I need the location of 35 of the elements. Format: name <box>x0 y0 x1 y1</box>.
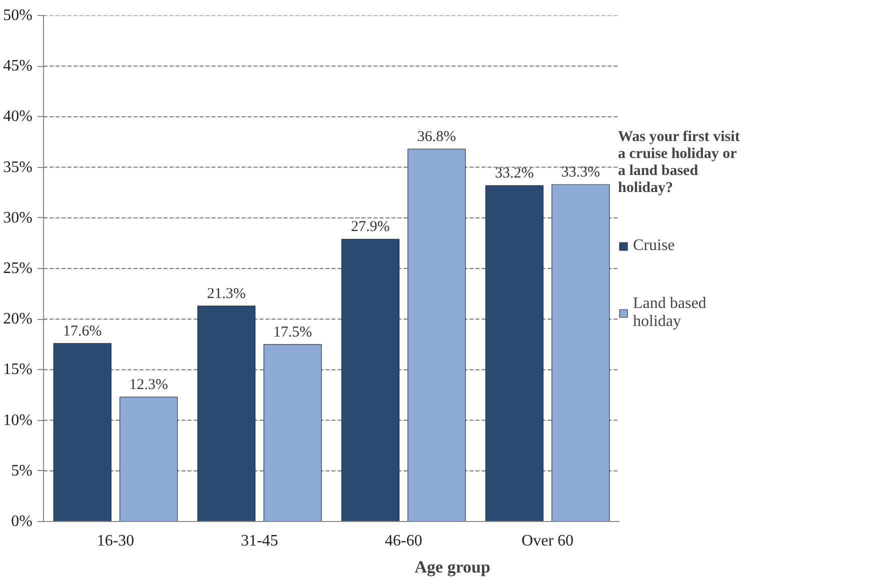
data-label: 33.2% <box>495 166 534 182</box>
y-tick-label: 35% <box>3 158 32 176</box>
data-label: 21.3% <box>207 286 246 302</box>
y-tick-label: 5% <box>11 462 32 480</box>
legend-label: Cruise <box>633 237 675 255</box>
legend-title: Was your first visit a cruise holiday or a land based holiday? <box>618 129 740 197</box>
x-axis-title: Age group <box>414 558 490 576</box>
y-tick-label: 50% <box>3 7 32 24</box>
data-label: 17.5% <box>273 324 312 340</box>
y-tick-label: 25% <box>3 260 32 277</box>
x-tick-label: 31-45 <box>240 532 278 550</box>
x-tick-label: 16-30 <box>96 532 134 550</box>
y-tick-label: 30% <box>3 209 32 226</box>
x-tick-label: Over 60 <box>522 532 574 550</box>
y-tick-label: 15% <box>3 361 32 378</box>
data-label: 17.6% <box>63 323 102 340</box>
bar <box>53 343 112 522</box>
y-tick-label: 40% <box>3 108 32 126</box>
y-tick-label: 45% <box>3 58 32 75</box>
data-label: 33.3% <box>561 164 600 181</box>
y-tick-label: 20% <box>3 310 32 328</box>
bar <box>408 148 466 522</box>
bar <box>120 396 178 522</box>
y-tick-label: 0% <box>11 513 32 530</box>
y-tick-label: 10% <box>3 412 32 429</box>
bar <box>341 238 400 522</box>
x-tick-label: 46-60 <box>384 532 422 550</box>
bar <box>552 184 610 522</box>
bar <box>485 185 544 522</box>
data-label: 12.3% <box>129 377 168 394</box>
legend-label: Land based holiday <box>633 295 706 331</box>
data-label: 27.9% <box>351 219 390 236</box>
bar <box>264 344 322 522</box>
data-label: 36.8% <box>417 129 456 146</box>
bar <box>197 306 256 522</box>
